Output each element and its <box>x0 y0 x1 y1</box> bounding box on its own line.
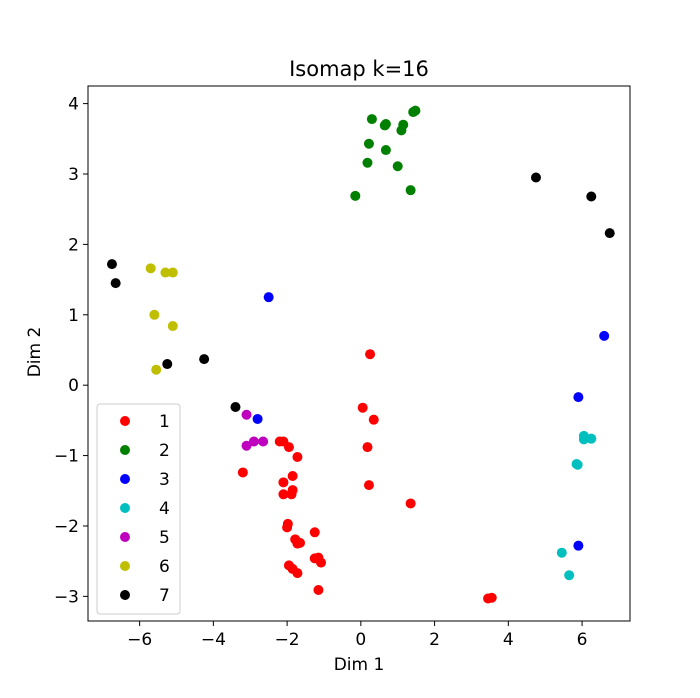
legend-marker-6 <box>120 561 130 571</box>
data-point-series-2 <box>396 125 407 136</box>
data-point-series-7 <box>586 191 597 202</box>
data-point-series-1 <box>316 557 327 568</box>
data-point-series-2 <box>392 161 403 172</box>
data-point-series-2 <box>380 145 391 156</box>
data-point-series-1 <box>292 451 303 462</box>
data-point-series-1 <box>313 585 324 596</box>
legend-marker-3 <box>120 474 130 484</box>
data-point-series-2 <box>363 138 374 149</box>
legend-marker-5 <box>120 532 130 542</box>
legend-label-3: 3 <box>159 470 170 490</box>
data-point-series-4 <box>578 434 589 445</box>
data-point-series-3 <box>573 392 584 403</box>
y-tick-label: 0 <box>68 376 79 396</box>
data-point-series-1 <box>286 489 297 500</box>
y-tick-label: −2 <box>54 517 79 537</box>
data-point-series-6 <box>145 263 156 274</box>
data-point-series-1 <box>357 402 368 413</box>
legend-label-2: 2 <box>159 441 170 461</box>
x-axis-label: Dim 1 <box>334 655 385 675</box>
data-point-series-1 <box>365 349 376 360</box>
data-point-series-7 <box>604 228 615 239</box>
data-point-series-1 <box>287 470 298 481</box>
legend-label-5: 5 <box>159 528 170 548</box>
data-point-series-2 <box>350 190 361 201</box>
data-point-series-1 <box>292 568 303 579</box>
data-point-series-1 <box>292 538 303 549</box>
x-tick-label: −2 <box>275 630 300 650</box>
y-tick-label: −1 <box>54 447 79 467</box>
x-tick-label: 0 <box>355 630 366 650</box>
legend-label-4: 4 <box>159 499 170 519</box>
data-point-series-1 <box>278 489 289 500</box>
data-point-series-1 <box>283 442 294 453</box>
data-point-series-7 <box>110 278 121 289</box>
data-point-series-6 <box>167 267 178 278</box>
data-point-series-6 <box>160 267 171 278</box>
legend: 1 2 3 4 5 6 7 <box>96 403 181 615</box>
x-tick-label: 4 <box>503 630 514 650</box>
data-point-series-1 <box>486 592 497 603</box>
plot-frame <box>87 85 631 622</box>
data-point-series-7 <box>106 259 117 270</box>
data-point-series-1 <box>237 467 248 478</box>
legend-label-6: 6 <box>159 557 170 577</box>
data-point-series-3 <box>573 540 584 551</box>
x-tick-label: −6 <box>127 630 152 650</box>
chart-title: Isomap k=16 <box>289 57 429 81</box>
data-point-series-3 <box>252 413 263 424</box>
y-tick-label: 1 <box>68 306 79 326</box>
data-point-series-3 <box>263 292 274 303</box>
data-point-series-5 <box>241 440 252 451</box>
data-point-series-1 <box>363 480 374 491</box>
data-point-series-6 <box>149 309 160 320</box>
axes: −6 −4 −2 0 2 4 6 −3 −2 −1 0 1 2 3 4 <box>54 85 631 650</box>
data-point-series-1 <box>405 498 416 509</box>
y-tick-label: 4 <box>68 95 79 115</box>
y-axis-label: Dim 2 <box>25 327 45 378</box>
legend-marker-2 <box>120 445 130 455</box>
data-point-series-7 <box>230 402 241 412</box>
data-point-series-5 <box>241 409 252 420</box>
data-point-series-2 <box>408 107 419 118</box>
data-point-series-4 <box>556 547 567 558</box>
y-tick-label: −3 <box>54 587 79 607</box>
legend-marker-1 <box>120 416 130 426</box>
data-point-series-2 <box>405 185 416 196</box>
legend-marker-7 <box>120 590 130 600</box>
data-point-series-4 <box>564 570 575 581</box>
data-point-series-1 <box>309 527 320 538</box>
data-point-series-4 <box>572 459 583 470</box>
data-point-series-7 <box>199 354 210 365</box>
data-point-series-7 <box>162 359 173 370</box>
legend-box <box>96 403 181 615</box>
data-point-series-2 <box>366 114 377 125</box>
data-point-series-7 <box>530 172 541 183</box>
data-point-series-5 <box>248 436 259 447</box>
data-point-series-1 <box>278 477 289 488</box>
legend-label-7: 7 <box>159 586 170 606</box>
legend-label-1: 1 <box>159 412 170 432</box>
x-tick-label: 6 <box>577 630 588 650</box>
y-tick-label: 2 <box>68 235 79 255</box>
data-point-series-4 <box>586 433 597 444</box>
data-point-series-1 <box>368 414 379 425</box>
data-point-series-2 <box>379 120 390 131</box>
x-tick-label: 2 <box>429 630 440 650</box>
data-point-series-6 <box>151 364 162 375</box>
data-point-series-5 <box>258 436 269 447</box>
data-point-series-1 <box>362 442 373 453</box>
data-point-series-2 <box>362 157 373 168</box>
plot-area <box>106 105 615 604</box>
data-point-series-3 <box>599 330 610 341</box>
data-point-series-1 <box>282 522 293 533</box>
x-tick-label: −4 <box>201 630 226 650</box>
legend-marker-4 <box>120 503 130 513</box>
y-tick-label: 3 <box>68 165 79 185</box>
data-point-series-6 <box>167 321 178 332</box>
